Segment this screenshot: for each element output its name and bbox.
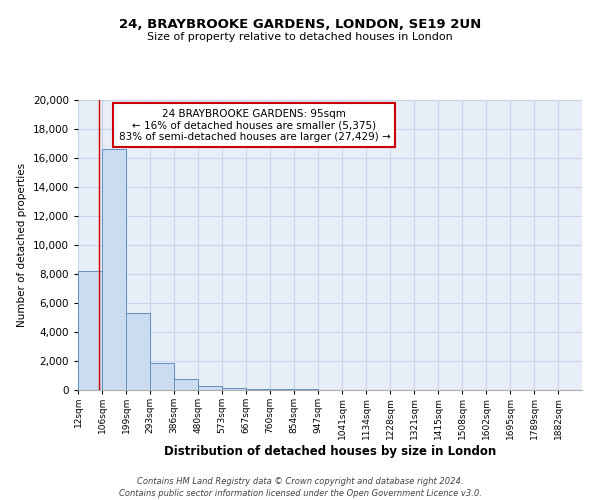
Y-axis label: Number of detached properties: Number of detached properties	[17, 163, 27, 327]
Bar	[174, 379, 198, 390]
Bar	[222, 388, 246, 390]
Text: 24 BRAYBROOKE GARDENS: 95sqm
← 16% of detached houses are smaller (5,375)
83% of: 24 BRAYBROOKE GARDENS: 95sqm ← 16% of de…	[119, 108, 390, 142]
Bar	[102, 150, 126, 390]
X-axis label: Distribution of detached houses by size in London: Distribution of detached houses by size …	[164, 444, 496, 458]
Text: Contains public sector information licensed under the Open Government Licence v3: Contains public sector information licen…	[119, 489, 481, 498]
Bar	[198, 386, 222, 390]
Bar	[246, 388, 270, 390]
Bar	[126, 313, 150, 390]
Text: 24, BRAYBROOKE GARDENS, LONDON, SE19 2UN: 24, BRAYBROOKE GARDENS, LONDON, SE19 2UN	[119, 18, 481, 30]
Bar	[150, 363, 174, 390]
Bar	[270, 389, 294, 390]
Text: Contains HM Land Registry data © Crown copyright and database right 2024.: Contains HM Land Registry data © Crown c…	[137, 478, 463, 486]
Text: Size of property relative to detached houses in London: Size of property relative to detached ho…	[147, 32, 453, 42]
Bar	[78, 271, 102, 390]
